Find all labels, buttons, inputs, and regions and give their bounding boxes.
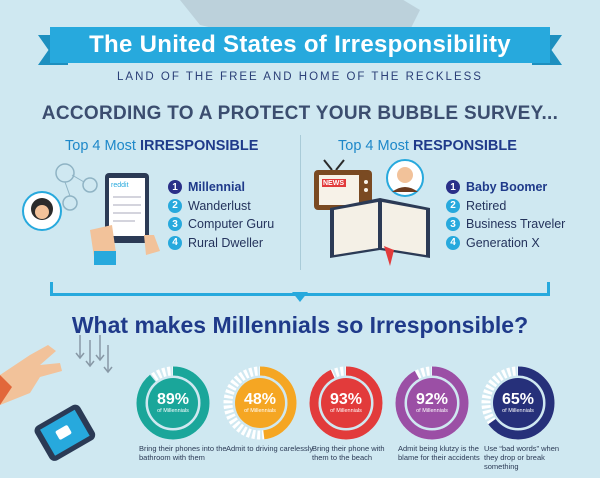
gauge-sublabel: of Millennials (157, 407, 189, 414)
stat-gauge: 65% of Millennials (480, 365, 556, 441)
list-item-label: Business Traveler (466, 217, 566, 232)
question-heading: What makes Millennials so Irresponsible? (71, 312, 529, 338)
rank-badge: 1 (168, 180, 182, 195)
gauge-percent: 48% (243, 390, 277, 408)
subtitle: LAND OF THE FREE AND HOME OF THE RECKLES… (117, 71, 483, 83)
gauge-percent: 92% (415, 390, 449, 408)
list-item-label: Retired (466, 198, 507, 213)
irresponsible-title-emph: IRRESPONSIBLE (139, 138, 259, 154)
title-bar: The United States of Irresponsibility (50, 27, 550, 63)
list-item: 2 Wanderlust (168, 197, 274, 216)
millennial-illustration (22, 163, 160, 265)
list-item: 3 Business Traveler (446, 215, 565, 234)
stat-gauge: 92% of Millennials (394, 365, 470, 441)
list-item: 4 Rural Dweller (168, 234, 274, 253)
list-item: 1 Baby Boomer (446, 178, 565, 197)
gauge-ring (481, 366, 555, 440)
stat-gauge: 89% of Millennials (135, 365, 211, 441)
boomer-illustration (314, 159, 430, 266)
irresponsible-title-prefix: Top 4 Most (65, 138, 140, 154)
rank-badge: 1 (446, 180, 460, 195)
list-item: 1 Millennial (168, 178, 274, 197)
gauge-ring (223, 366, 297, 440)
responsible-list: 1 Baby Boomer 2 Retired 3 Business Traveler… (446, 178, 565, 252)
gauge-center: 92% of Millennials (407, 378, 457, 428)
list-item-label: Generation X (466, 235, 540, 250)
stat-caption: Use “bad words” when they drop or break … (484, 444, 560, 471)
gauge-center: 65% of Millennials (493, 378, 543, 428)
gauge-sublabel: of Millennials (416, 407, 448, 414)
tv-label: NEWS (323, 180, 344, 187)
rank-badge: 4 (168, 235, 182, 250)
rank-badge: 2 (168, 198, 182, 213)
list-item-label: Computer Guru (188, 217, 275, 232)
gauge-sublabel: of Millennials (502, 407, 534, 414)
gauge-ring (136, 366, 210, 440)
gauge-sublabel: of Millennials (244, 407, 276, 414)
responsible-title-emph: RESPONSIBLE (412, 138, 517, 154)
gauge-sublabel: of Millennials (330, 407, 362, 414)
device-label: reddit (111, 182, 129, 189)
gauge-ring (309, 366, 383, 440)
irresponsible-list: 1 Millennial 2 Wanderlust 3 Computer Guru 4… (168, 178, 274, 252)
stat-gauge: 93% of Millennials (308, 365, 384, 441)
list-item: 4 Generation X (446, 234, 565, 253)
stat-caption: Admit being klutzy is the blame for thei… (398, 444, 480, 462)
list-item-label: Baby Boomer (466, 180, 548, 195)
list-item: 3 Computer Guru (168, 215, 274, 234)
gauge-percent: 89% (156, 390, 190, 408)
stat-gauge: 48% of Millennials (222, 365, 298, 441)
survey-heading: ACCORDING TO A PROTECT YOUR BUBBLE SURVE… (41, 103, 559, 124)
gauge-percent: 93% (329, 390, 363, 408)
column-divider (300, 135, 301, 270)
dropping-phone-illustration (0, 335, 113, 461)
rank-badge: 2 (446, 198, 460, 213)
gauge-center: 48% of Millennials (235, 378, 285, 428)
gauge-center: 93% of Millennials (321, 378, 371, 428)
irresponsible-title: Top 4 Most IRRESPONSIBLE (65, 138, 258, 154)
rank-badge: 3 (446, 217, 460, 232)
stat-caption: Bring their phone with them to the beach (312, 444, 385, 462)
rank-badge: 3 (168, 217, 182, 232)
responsible-title-prefix: Top 4 Most (338, 138, 413, 154)
bracket-pointer (292, 292, 308, 302)
title-banner: The United States of Irresponsibility (38, 27, 562, 67)
gauge-percent: 65% (501, 390, 535, 408)
list-item: 2 Retired (446, 197, 565, 216)
list-item-label: Rural Dweller (188, 235, 264, 250)
list-item-label: Millennial (188, 180, 245, 195)
gauge-center: 89% of Millennials (148, 378, 198, 428)
list-item-label: Wanderlust (188, 198, 251, 213)
stat-caption: Admit to driving carelessly (226, 444, 314, 453)
gauge-ring (395, 366, 469, 440)
stat-caption: Bring their phones into the bathroom wit… (139, 444, 227, 462)
page-title: The United States of Irresponsibility (89, 31, 511, 58)
responsible-title: Top 4 Most RESPONSIBLE (338, 138, 517, 154)
rank-badge: 4 (446, 235, 460, 250)
